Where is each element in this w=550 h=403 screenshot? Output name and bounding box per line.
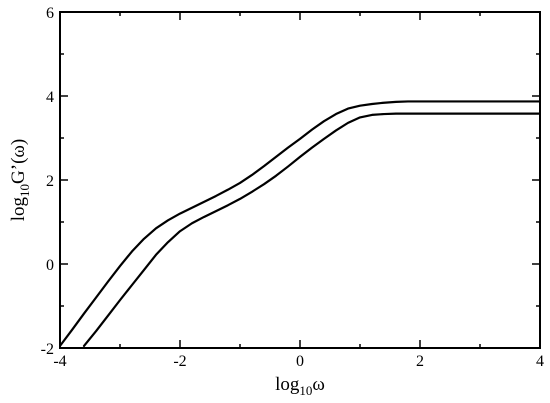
y-axis-label: log10G’(ω) [8,139,32,222]
plot-frame [59,11,541,349]
series-line-1 [60,100,540,347]
y-tick-label: 2 [46,173,54,190]
y-axis-label-sub: 10 [17,184,32,197]
y-tick-label: -2 [41,341,54,358]
x-tick-label: 2 [416,353,424,370]
x-tick-label: 4 [536,353,544,370]
x-axis-label-rest: ω [312,374,325,395]
y-tick-label: 0 [46,257,54,274]
ticks-layer [59,11,541,349]
x-tick-label: -4 [53,353,66,370]
y-axis-label-base: log [8,196,29,221]
y-tick-label: 4 [46,89,54,106]
x-axis-label: log10ω [275,374,325,398]
x-axis-label-sub: 10 [299,383,312,398]
x-tick-label: -2 [173,353,186,370]
y-tick-label: 6 [46,5,54,22]
x-axis-label-base: log [275,374,300,395]
x-tick-label: 0 [296,353,304,370]
series-line-2 [82,112,540,347]
series-layer [60,100,540,347]
y-axis-label-rest: G’(ω) [8,139,29,184]
